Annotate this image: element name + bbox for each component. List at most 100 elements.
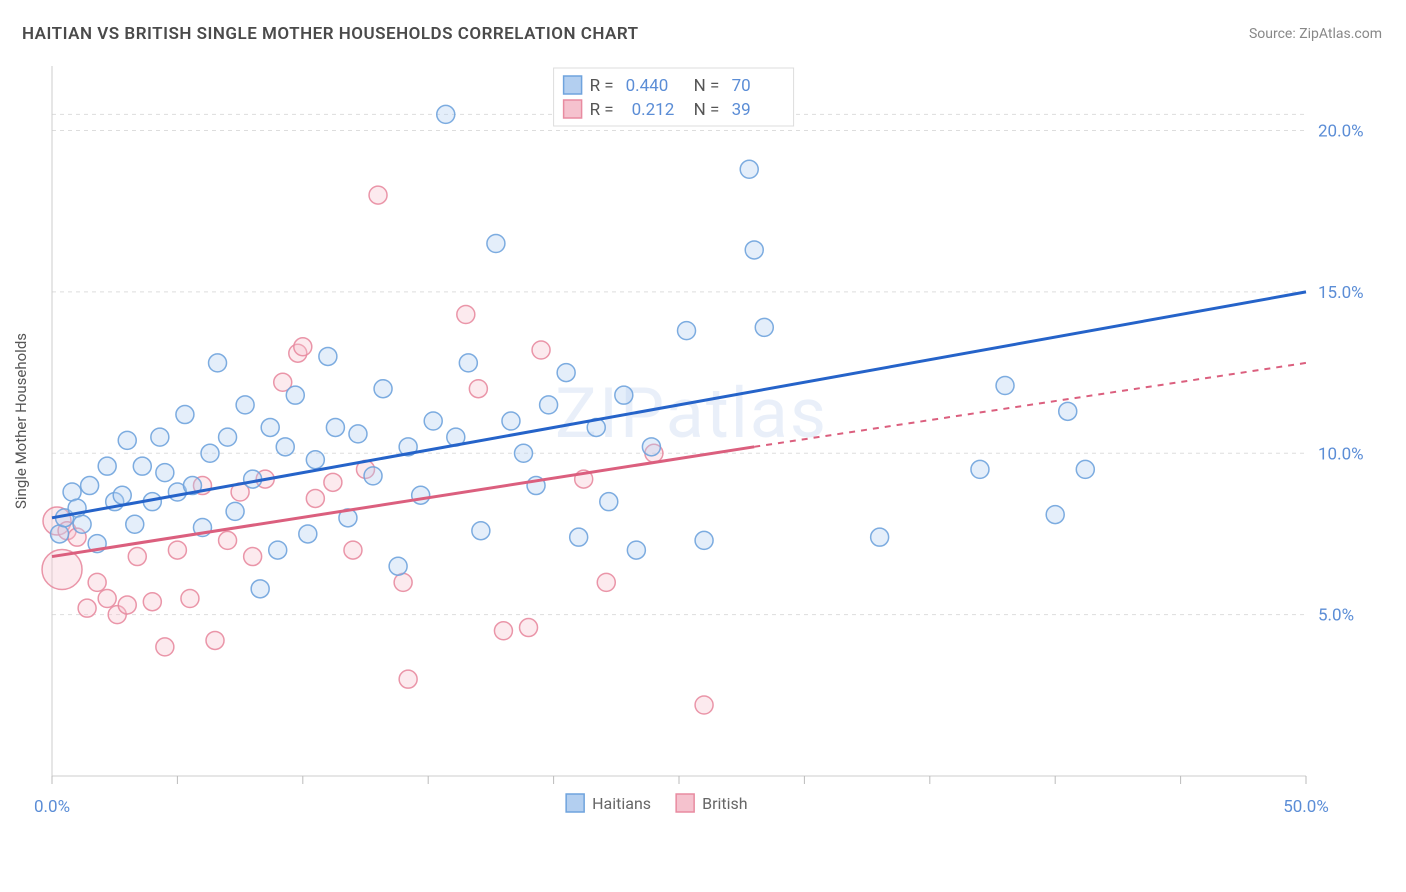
point-haitians (201, 444, 219, 462)
point-haitians (389, 557, 407, 575)
point-haitians (286, 386, 304, 404)
y-tick-label: 15.0% (1318, 283, 1364, 303)
point-haitians (424, 412, 442, 430)
bottom-swatch-british (676, 794, 694, 812)
y-tick-label: 20.0% (1318, 122, 1364, 142)
point-british (143, 593, 161, 611)
point-haitians (437, 105, 455, 123)
point-british (394, 573, 412, 591)
point-haitians (1076, 460, 1094, 478)
point-british (294, 338, 312, 356)
point-haitians (269, 541, 287, 559)
point-haitians (600, 493, 618, 511)
point-haitians (755, 318, 773, 336)
point-british (206, 631, 224, 649)
point-british (369, 186, 387, 204)
point-british (324, 473, 342, 491)
legend-r-british: 0.212 (632, 100, 675, 120)
point-british (98, 590, 116, 608)
legend-swatch-haitians (564, 76, 582, 94)
point-british (457, 306, 475, 324)
point-british (219, 531, 237, 549)
point-haitians (299, 525, 317, 543)
chart-svg: Single Mother Households5.0%10.0%15.0%20… (48, 56, 1388, 836)
point-british (520, 619, 538, 637)
point-haitians (306, 451, 324, 469)
legend-r-haitians: 0.440 (626, 76, 669, 96)
legend-n-british: 39 (732, 100, 751, 120)
point-haitians (156, 464, 174, 482)
point-british (469, 380, 487, 398)
point-british (306, 489, 324, 507)
point-haitians (642, 438, 660, 456)
point-haitians (276, 438, 294, 456)
point-haitians (319, 347, 337, 365)
point-haitians (971, 460, 989, 478)
point-haitians (98, 457, 116, 475)
point-haitians (51, 525, 69, 543)
point-british (597, 573, 615, 591)
point-haitians (126, 515, 144, 533)
point-haitians (459, 354, 477, 372)
point-haitians (349, 425, 367, 443)
point-haitians (374, 380, 392, 398)
bottom-label-british: British (702, 794, 747, 813)
point-british (494, 622, 512, 640)
point-british (118, 596, 136, 614)
x-tick-label-min: 0.0% (34, 797, 70, 817)
point-haitians (151, 428, 169, 446)
chart-title: HAITIAN VS BRITISH SINGLE MOTHER HOUSEHO… (22, 24, 639, 44)
legend-n-label: N = (694, 76, 720, 96)
x-tick-label-max: 50.0% (1283, 797, 1329, 817)
point-haitians (871, 528, 889, 546)
legend-n-haitians: 70 (732, 76, 751, 96)
point-haitians (745, 241, 763, 259)
point-haitians (502, 412, 520, 430)
point-haitians (570, 528, 588, 546)
point-haitians (209, 354, 227, 372)
point-haitians (261, 418, 279, 436)
point-haitians (113, 486, 131, 504)
point-haitians (226, 502, 244, 520)
point-british (181, 590, 199, 608)
point-british (88, 573, 106, 591)
point-british (168, 541, 186, 559)
bottom-label-haitians: Haitians (592, 794, 651, 813)
point-haitians (219, 428, 237, 446)
point-haitians (251, 580, 269, 598)
point-haitians (412, 486, 430, 504)
legend-r-label: R = (590, 76, 614, 96)
point-haitians (63, 483, 81, 501)
y-tick-label: 5.0% (1318, 606, 1354, 626)
point-haitians (236, 396, 254, 414)
point-haitians (740, 160, 758, 178)
plot-area: Single Mother Households5.0%10.0%15.0%20… (48, 56, 1388, 836)
point-british (78, 599, 96, 617)
point-haitians (133, 457, 151, 475)
source-label: Source: ZipAtlas.com (1249, 26, 1382, 42)
y-tick-label: 10.0% (1318, 444, 1364, 464)
legend-swatch-british (564, 100, 582, 118)
point-haitians (487, 235, 505, 253)
point-british (156, 638, 174, 656)
point-haitians (118, 431, 136, 449)
point-haitians (615, 386, 633, 404)
point-british (128, 548, 146, 566)
point-haitians (176, 406, 194, 424)
point-haitians (73, 515, 91, 533)
point-haitians (515, 444, 533, 462)
point-haitians (472, 522, 490, 540)
point-british (344, 541, 362, 559)
point-british (532, 341, 550, 359)
point-british (399, 670, 417, 688)
legend-n-label: N = (694, 100, 720, 120)
point-haitians (364, 467, 382, 485)
bottom-swatch-haitians (566, 794, 584, 812)
legend-r-label: R = (590, 100, 614, 120)
point-haitians (627, 541, 645, 559)
point-haitians (996, 377, 1014, 395)
point-haitians (326, 418, 344, 436)
chart-container: HAITIAN VS BRITISH SINGLE MOTHER HOUSEHO… (0, 0, 1406, 892)
point-british (695, 696, 713, 714)
point-haitians (540, 396, 558, 414)
